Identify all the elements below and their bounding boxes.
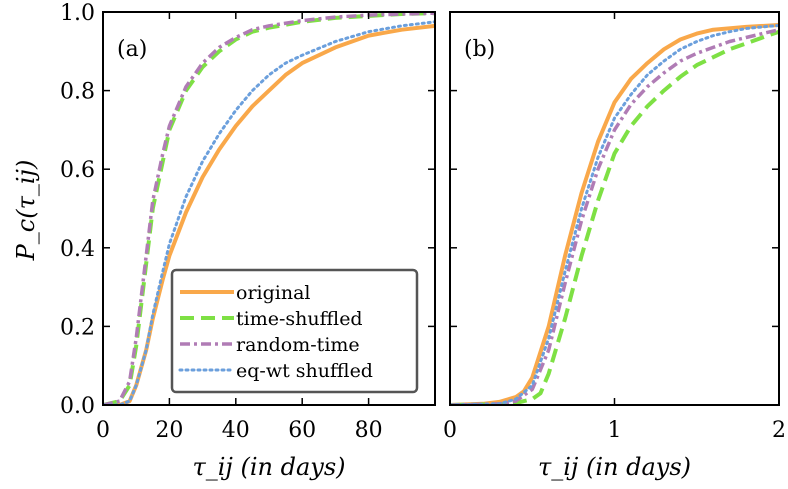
panel-label: (b) bbox=[464, 37, 495, 62]
series-line-eq-wt-shuffled bbox=[103, 20, 435, 405]
y-tick-label: 0.2 bbox=[60, 315, 95, 340]
y-tick-label: 0.6 bbox=[60, 158, 95, 183]
x-tick-label: 0 bbox=[96, 418, 110, 443]
legend-box bbox=[170, 268, 419, 394]
series-line-random-time bbox=[450, 27, 779, 405]
y-tick-label: 0.8 bbox=[60, 80, 95, 105]
series-group bbox=[450, 23, 779, 405]
series-line-time-shuffled bbox=[450, 29, 779, 405]
legend-label: original bbox=[236, 282, 310, 304]
x-tick-label: 40 bbox=[222, 418, 250, 443]
x-tick-label: 2 bbox=[772, 418, 786, 443]
y-tick-label: 0.0 bbox=[60, 394, 95, 419]
legend-label: time-shuffled bbox=[236, 308, 363, 330]
series-line-original bbox=[450, 23, 779, 405]
plot-frame bbox=[449, 11, 780, 406]
x-axis-label: τ_ij (in days) bbox=[538, 453, 691, 481]
x-axis-label: τ_ij (in days) bbox=[192, 453, 345, 481]
series-line-eq-wt-shuffled bbox=[450, 23, 779, 405]
panel-a: 0 20 40 60 80 0.0 0.2 0.4 0.6 0.8 1.0 (a) τ_ij (in d… bbox=[60, 1, 436, 481]
series-group bbox=[103, 12, 435, 405]
y-axis-label: P_c(τ_ij) bbox=[12, 160, 40, 262]
y-tick-label: 0.4 bbox=[60, 237, 95, 262]
legend-label: random-time bbox=[236, 334, 360, 356]
x-tick-label: 1 bbox=[608, 418, 622, 443]
plot-frame bbox=[102, 11, 436, 406]
y-tick-label: 1.0 bbox=[60, 1, 95, 26]
series-line-random-time bbox=[103, 12, 435, 405]
panel-label: (a) bbox=[117, 37, 147, 62]
legend: original time-shuffled random-time eq-wt sh… bbox=[170, 268, 419, 394]
x-tick-label: 80 bbox=[355, 418, 383, 443]
panel-b: 0 1 2 (b) τ_ij (in days) bbox=[443, 11, 786, 481]
legend-label: eq-wt shuffled bbox=[236, 360, 373, 382]
x-tick-label: 60 bbox=[288, 418, 316, 443]
x-tick-label: 0 bbox=[443, 418, 457, 443]
x-tick-label: 20 bbox=[155, 418, 183, 443]
